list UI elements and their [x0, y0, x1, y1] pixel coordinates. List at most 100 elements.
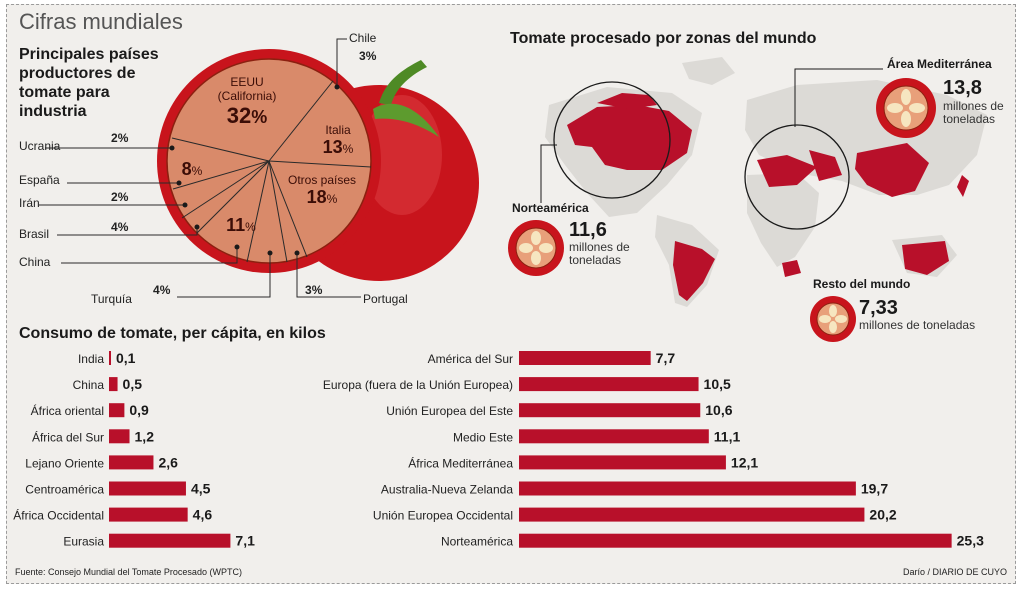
pie-brasil-name: Brasil	[19, 227, 50, 241]
pie-chile-pct: 3%	[359, 49, 376, 63]
north-america-leader	[540, 144, 557, 203]
pie-eeuu-name: EEUU	[230, 75, 264, 89]
right-bar	[519, 377, 699, 392]
pie-turquia-unit: %	[159, 283, 171, 297]
right-bar-value-label: 7,7	[656, 350, 676, 366]
pie-chile-value: 3	[359, 49, 366, 63]
region-mediterranea-name: Área Mediterránea	[887, 57, 992, 71]
pie-chile-unit: %	[365, 49, 377, 63]
left-bar	[109, 481, 186, 496]
left-bar-value-label: 0,9	[129, 402, 149, 418]
left-bar-category-label: China	[73, 378, 105, 392]
pie-ucrania-name: Ucrania	[19, 139, 61, 153]
region-resto-name: Resto del mundo	[813, 277, 911, 291]
pie-italia-value: 13	[322, 137, 343, 157]
left-bar-category-label: Eurasia	[63, 535, 104, 549]
tomato-pie-graphic	[39, 38, 479, 298]
left-bar-value-label: 4,6	[193, 507, 213, 523]
pie-portugal-pct: 3%	[305, 283, 322, 297]
left-bar	[109, 377, 118, 392]
right-bar-category-label: Australia-Nueva Zelanda	[381, 483, 513, 497]
pie-espana-value: 8	[181, 159, 192, 179]
pie-eeuu-sub: (California)	[217, 89, 277, 103]
left-bar-category-label: África Occidental	[13, 508, 104, 523]
right-bar	[519, 533, 952, 548]
region-norteamerica-name: Norteamérica	[512, 201, 589, 215]
right-bar-value-label: 20,2	[869, 507, 896, 523]
left-bar	[109, 351, 111, 365]
pie-ucrania-pct: 2%	[111, 131, 128, 145]
left-bar-category-label: Lejano Oriente	[25, 456, 104, 470]
region-norteamerica-unit: millones de toneladas	[569, 240, 630, 267]
right-bar-value-label: 11,1	[714, 428, 741, 444]
right-bar	[519, 351, 651, 365]
region-mediterranea-value: 13,8	[943, 77, 982, 99]
pie-otros-unit: %	[326, 192, 338, 206]
pie-italia-unit: %	[342, 142, 354, 156]
pie-china-name: China	[19, 255, 51, 269]
left-bar	[109, 455, 154, 470]
left-bar	[109, 507, 188, 522]
infographic-frame: Cifras mundiales Principales países prod…	[6, 4, 1016, 584]
pie-leader-lines	[39, 38, 361, 298]
pie-espana-name: España	[19, 173, 60, 187]
left-bar-category-label: India	[78, 352, 104, 366]
right-bar	[519, 429, 709, 444]
right-bar-value-label: 10,5	[704, 376, 731, 392]
pie-iran-unit: %	[117, 190, 129, 204]
left-bar-value-label: 4,5	[191, 481, 211, 497]
pie-otros-value: 18	[306, 187, 327, 207]
pie-brasil-pct: 4%	[111, 220, 128, 234]
pie-otros-name: Otros países	[287, 173, 357, 187]
left-bar-value-label: 0,1	[116, 350, 136, 366]
right-bar-category-label: Unión Europea Occidental	[373, 509, 513, 523]
left-bar-category-label: África del Sur	[32, 429, 104, 444]
left-bar	[109, 429, 130, 444]
pie-portugal-value: 3	[305, 283, 312, 297]
right-bar-category-label: África Mediterránea	[408, 455, 513, 470]
left-bar-value-label: 2,6	[158, 454, 178, 470]
pie-eeuu-value: 32	[226, 103, 252, 128]
right-bar-category-label: América del Sur	[428, 352, 513, 366]
tomato-stem	[379, 60, 427, 105]
region-resto-unit: millones de toneladas	[859, 318, 976, 332]
pie-turquia-pct: 4%	[153, 283, 170, 297]
pie-slice-dividers	[171, 80, 372, 263]
mediterranean-leader	[794, 68, 883, 127]
pie-iran-name: Irán	[19, 196, 40, 210]
pie-leader-dots	[169, 84, 340, 256]
source-footnote: Fuente: Consejo Mundial del Tomate Proce…	[15, 567, 242, 577]
pie-iran-pct: 2%	[111, 190, 128, 204]
region-norteamerica-value: 11,6	[569, 219, 607, 241]
right-bar	[519, 507, 865, 522]
pie-iran-value: 2	[111, 190, 118, 204]
pie-turquia-value: 4	[153, 283, 160, 297]
left-bar-value-label: 1,2	[135, 428, 155, 444]
left-bar	[109, 533, 231, 548]
right-bar-category-label: Unión Europea del Este	[386, 404, 513, 418]
right-bar-category-label: Norteamérica	[441, 535, 513, 549]
right-bar	[519, 403, 701, 418]
tomato-slice-icon-norteamerica	[508, 220, 564, 276]
left-bar-category-label: Centroamérica	[25, 483, 104, 497]
world-map	[540, 57, 987, 307]
mediterranean-highlight-circle	[744, 124, 850, 230]
pie-espana-unit: %	[191, 164, 203, 178]
region-mediterranea-unit: millones de toneladas	[943, 99, 1004, 126]
map-title: Tomate procesado por zonas del mundo	[510, 30, 817, 47]
pie-chile-name: Chile	[349, 31, 377, 45]
bar-chart-title: Consumo de tomate, per cápita, en kilos	[19, 325, 326, 342]
pie-label-otros: Otros países 18%	[281, 173, 363, 208]
pie-italia-name: Italia	[325, 123, 351, 137]
right-bar-category-label: Europa (fuera de la Unión Europea)	[323, 378, 513, 392]
pie-portugal-name: Portugal	[363, 292, 408, 306]
main-title: Cifras mundiales	[19, 9, 183, 34]
left-bar-value-label: 0,5	[123, 376, 143, 392]
pie-brasil-value: 4	[111, 220, 118, 234]
tomato-leaf	[373, 103, 439, 137]
right-bar	[519, 481, 856, 496]
pie-china-unit: %	[245, 220, 256, 234]
pie-eeuu-unit: %	[251, 107, 268, 127]
pie-brasil-unit: %	[117, 220, 129, 234]
pie-ucrania-value: 2	[111, 131, 118, 145]
